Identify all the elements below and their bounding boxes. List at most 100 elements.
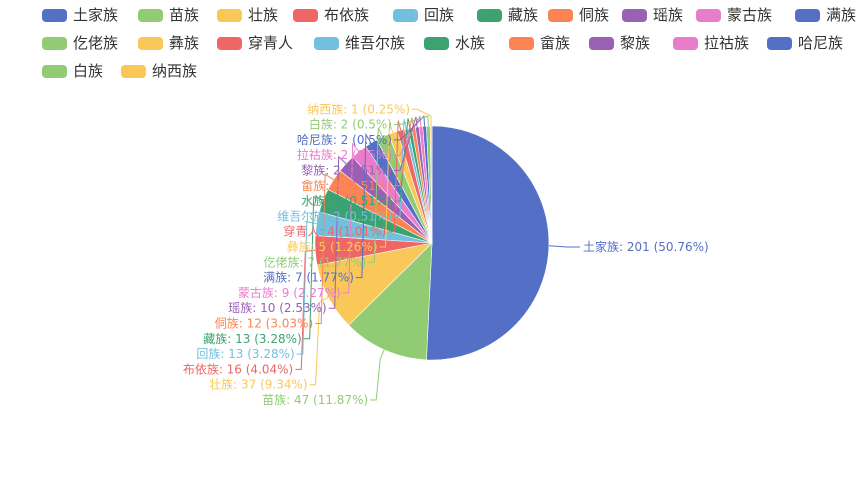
leader-line [388, 120, 402, 233]
slice-label: 黎族: 2 (0.51%) [301, 164, 392, 178]
legend-label: 蒙古族 [727, 6, 772, 24]
leader-line [328, 155, 347, 309]
legend-swatch [622, 9, 647, 22]
legend-item[interactable]: 蒙古族 [696, 6, 772, 24]
leader-line [379, 123, 394, 248]
leader-line [394, 118, 411, 202]
slice-label: 侗族: 12 (3.03%) [215, 317, 313, 331]
legend-swatch [293, 9, 318, 22]
slice-label: 水族: 2 (0.51%) [301, 194, 392, 208]
legend-item[interactable]: 瑶族 [622, 6, 683, 24]
legend-item[interactable]: 哈尼族 [767, 34, 843, 52]
legend-item[interactable]: 水族 [424, 34, 485, 52]
legend-label: 仡佬族 [73, 34, 118, 52]
legend-item[interactable]: 侗族 [548, 6, 609, 24]
leader-line [309, 296, 329, 386]
legend-swatch [477, 9, 502, 22]
legend-swatch [795, 9, 820, 22]
label-leader-lines [295, 108, 580, 401]
legend-label: 黎族 [620, 34, 650, 52]
legend-swatch [217, 37, 242, 50]
leader-line [394, 118, 407, 217]
leader-line [315, 173, 334, 324]
legend-label: 回族 [424, 6, 454, 24]
legend-label: 白族 [73, 62, 103, 80]
legend-swatch [589, 37, 614, 50]
slice-label: 瑶族: 10 (2.53%) [228, 301, 326, 315]
legend-swatch [138, 37, 163, 50]
leader-line [342, 142, 360, 294]
slice-label: 纳西族: 1 (0.25%) [307, 102, 410, 116]
legend-swatch [42, 37, 67, 50]
leader-line [303, 195, 324, 340]
slice-label: 壮族: 37 (9.34%) [209, 378, 307, 392]
slice-label: 拉祜族: 2 (0.5%) [297, 147, 392, 162]
legend-swatch [314, 37, 339, 50]
slice-label: 回族: 13 (3.28%) [196, 347, 294, 361]
pie-slices [314, 125, 550, 361]
legend-item[interactable]: 穿青人 [217, 34, 293, 52]
slice-label: 哈尼族: 2 (0.5%) [297, 133, 392, 147]
legend-item[interactable]: 回族 [393, 6, 454, 24]
legend-swatch [424, 37, 449, 50]
legend-item[interactable]: 彝族 [138, 34, 199, 52]
legend-item[interactable]: 满族 [795, 6, 856, 24]
leader-line [355, 132, 372, 279]
legend-label: 畲族 [540, 34, 570, 52]
slice-label: 彝族: 5 (1.26%) [287, 239, 378, 254]
slice-label: 白族: 2 (0.5%) [309, 117, 392, 132]
legend-label: 藏族 [508, 6, 538, 24]
legend-item[interactable]: 仡佬族 [42, 34, 118, 52]
legend-item[interactable]: 苗族 [138, 6, 199, 24]
slice-label: 苗族: 47 (11.87%) [262, 393, 368, 407]
legend-label: 布依族 [324, 6, 369, 24]
legend-item[interactable]: 纳西族 [121, 62, 197, 80]
legend-swatch [696, 9, 721, 22]
pie-slice[interactable] [429, 125, 433, 244]
legend-label: 苗族 [169, 6, 199, 24]
legend-item[interactable]: 土家族 [42, 6, 118, 24]
legend-label: 纳西族 [152, 62, 197, 80]
legend-label: 满族 [826, 6, 856, 24]
leader-line [548, 245, 580, 248]
legend-label: 侗族 [579, 6, 609, 24]
legend-item[interactable]: 藏族 [477, 6, 538, 24]
slice-label: 穿青人: 4 (1.01%) [283, 224, 386, 239]
legend-swatch [767, 37, 792, 50]
legend-label: 拉祜族 [704, 34, 749, 52]
legend-label: 水族 [455, 34, 485, 52]
slice-label: 仡佬族: 7 (1.77%) [264, 255, 367, 269]
legend-label: 彝族 [169, 34, 199, 52]
legend-item[interactable]: 拉祜族 [673, 34, 749, 52]
legend-item[interactable]: 壮族 [217, 6, 278, 24]
leader-line [412, 108, 432, 127]
legend-swatch [393, 9, 418, 22]
leader-line [394, 114, 422, 156]
leader-line [394, 116, 418, 171]
legend-label: 穿青人 [248, 34, 293, 52]
legend-swatch [42, 9, 67, 22]
legend-swatch [509, 37, 534, 50]
legend-swatch [548, 9, 573, 22]
legend-swatch [217, 9, 242, 22]
leader-line [368, 127, 384, 263]
legend-item[interactable]: 白族 [42, 62, 103, 80]
legend-swatch [42, 65, 67, 78]
slice-label: 满族: 7 (1.77%) [263, 271, 354, 285]
legend-label: 土家族 [73, 6, 118, 24]
slice-labels: 土家族: 201 (50.76%) 苗族: 47 (11.87%)壮族: 37 (… [183, 102, 709, 407]
legend-swatch [138, 9, 163, 22]
legend-item[interactable]: 维吾尔族 [314, 34, 405, 52]
legend-item[interactable]: 布依族 [293, 6, 369, 24]
legend-label: 壮族 [248, 6, 278, 24]
slice-label: 土家族: 201 (50.76%) [583, 239, 709, 254]
leader-line [394, 115, 429, 127]
legend-label: 哈尼族 [798, 34, 843, 52]
leader-line [394, 115, 426, 141]
pie-slice[interactable] [348, 242, 433, 361]
leader-line [370, 349, 385, 401]
pie-slice[interactable] [426, 125, 550, 361]
legend-item[interactable]: 畲族 [509, 34, 570, 52]
legend-item[interactable]: 黎族 [589, 34, 650, 52]
